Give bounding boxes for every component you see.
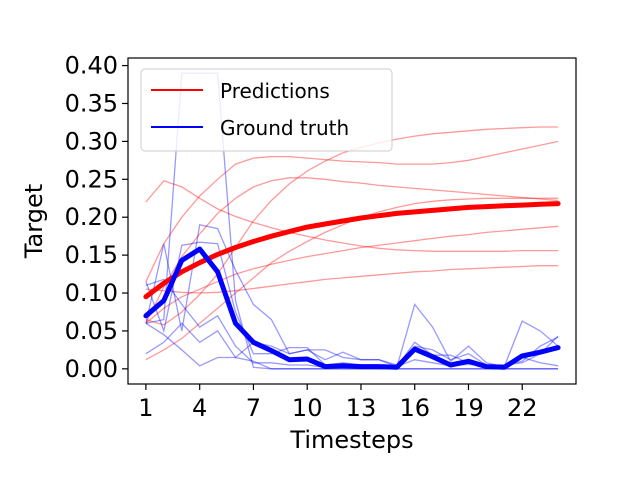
legend-label-ground-truth: Ground truth	[220, 116, 349, 140]
y-tick-label-5: 0.25	[65, 165, 118, 193]
x-tick-label-4: 4	[192, 394, 207, 422]
y-tick-label-2: 0.10	[65, 279, 118, 307]
y-tick-label-3: 0.15	[65, 241, 118, 269]
x-tick-label-10: 10	[292, 394, 323, 422]
prediction-mean-line	[143, 201, 561, 300]
prediction-sample-line-2	[145, 177, 559, 324]
prediction-sample-line-5	[145, 265, 559, 294]
x-tick-label-1: 1	[138, 394, 153, 422]
y-tick-label-0: 0.00	[65, 355, 118, 383]
prediction-sample-line-0	[145, 180, 559, 252]
legend-box	[140, 68, 393, 152]
y-tick-label-8: 0.40	[65, 52, 118, 80]
prediction-sample-line-6	[145, 225, 559, 324]
legend-label-predictions: Predictions	[220, 79, 330, 103]
axes-frame	[127, 57, 577, 385]
x-axis-label: Timesteps	[289, 426, 413, 454]
y-tick-label-6: 0.30	[65, 127, 118, 155]
ground-truth-mean-line	[143, 246, 561, 370]
y-tick-label-1: 0.05	[65, 317, 118, 345]
y-axis-label: Target	[20, 184, 48, 259]
y-tick-label-7: 0.35	[65, 89, 118, 117]
x-axis: 1 4 7 10 13 16 19 22	[138, 384, 538, 422]
x-tick-label-7: 7	[246, 394, 261, 422]
prediction-sample-line-3	[145, 140, 559, 282]
x-tick-label-22: 22	[507, 394, 538, 422]
x-tick-label-19: 19	[453, 394, 484, 422]
x-tick-label-16: 16	[399, 394, 430, 422]
y-tick-label-4: 0.20	[65, 203, 118, 231]
y-axis: 0.00 0.05 0.10 0.15 0.20 0.25 0.30 0.35 0.40	[65, 52, 128, 383]
x-tick-label-13: 13	[346, 394, 377, 422]
legend: Predictions Ground truth	[140, 68, 393, 152]
